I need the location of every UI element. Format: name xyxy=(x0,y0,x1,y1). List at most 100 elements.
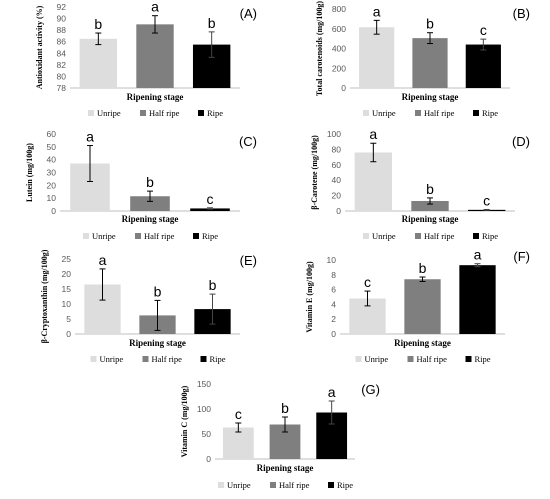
significance-letter: a xyxy=(373,3,381,19)
y-tick-label: 10 xyxy=(47,193,57,203)
x-axis-title: Ripening stage xyxy=(122,214,179,224)
legend-swatch xyxy=(88,110,94,116)
legend-swatch xyxy=(135,233,141,239)
panel-label: (G) xyxy=(361,382,380,397)
legend-label: Unripe xyxy=(365,354,389,364)
y-tick-label: 150 xyxy=(197,379,211,389)
legend-label: Unripe xyxy=(372,231,396,241)
y-tick-label: 0 xyxy=(336,206,341,216)
x-axis-title: Ripening stage xyxy=(394,338,451,348)
legend-swatch xyxy=(363,233,369,239)
y-tick-label: 10 xyxy=(62,299,72,309)
bar-half-ripe xyxy=(136,24,174,88)
y-tick-label: 80 xyxy=(332,144,342,154)
y-tick-label: 60 xyxy=(332,160,342,170)
legend-swatch xyxy=(363,110,369,116)
chart-panel-6: 0 50 100 150 c b a Vitamin C (mg/100g) Ripening … xyxy=(180,379,380,490)
significance-letter: c xyxy=(207,191,214,207)
significance-letter: c xyxy=(480,22,487,38)
legend-label: Ripe xyxy=(482,108,498,118)
legend-label: Half ripe xyxy=(144,231,175,241)
significance-letter: b xyxy=(94,16,102,32)
bar-half-ripe xyxy=(412,38,448,88)
legend-swatch xyxy=(473,233,479,239)
bar-unripe xyxy=(222,427,254,459)
y-tick-label: 20 xyxy=(47,180,57,190)
legend-swatch xyxy=(218,482,224,488)
significance-letter: a xyxy=(474,247,482,263)
y-tick-label: 5 xyxy=(66,314,71,324)
legend-label: Unripe xyxy=(227,480,251,490)
x-axis-title: Ripening stage xyxy=(402,214,459,224)
y-axis-title: Antioxidant activity (%) xyxy=(35,5,44,89)
y-tick-label: 100 xyxy=(197,404,211,414)
x-axis-title: Ripening stage xyxy=(129,338,186,348)
bar-unripe xyxy=(354,152,393,211)
y-tick-label: 2 xyxy=(331,314,336,324)
significance-letter: b xyxy=(426,16,434,32)
y-tick-label: 25 xyxy=(62,254,72,264)
legend-label: Ripe xyxy=(482,231,498,241)
y-tick-label: 10 xyxy=(327,255,337,265)
significance-letter: b xyxy=(419,260,427,276)
significance-letter: b xyxy=(208,15,216,31)
legend-swatch xyxy=(200,356,207,362)
y-axis-title: Vitamin E (mg/100g) xyxy=(305,261,314,333)
legend-label: Half ripe xyxy=(149,108,180,118)
y-tick-label: 60 xyxy=(47,129,57,139)
legend-swatch xyxy=(198,110,204,116)
y-tick-label: 15 xyxy=(62,284,72,294)
y-axis-title: Total carotenoids (mg/100g) xyxy=(315,1,324,96)
x-axis-title: Ripening stage xyxy=(402,92,459,102)
chart-panel-3: 0 20 40 60 80 100 a b c β-Carotene (mg/100g) Ripen… xyxy=(310,126,530,241)
legend-swatch xyxy=(193,233,199,239)
legend-swatch xyxy=(140,110,146,116)
y-tick-label: 100 xyxy=(327,129,341,139)
bar-ripe xyxy=(459,265,496,334)
legend-swatch xyxy=(328,482,334,488)
legend-label: Half ripe xyxy=(152,354,183,364)
legend-label: Unripe xyxy=(92,231,116,241)
legend-swatch xyxy=(407,356,414,362)
y-tick-label: 90 xyxy=(57,14,67,24)
y-tick-label: 800 xyxy=(332,4,346,14)
significance-letter: c xyxy=(483,192,490,208)
y-tick-label: 4 xyxy=(331,299,336,309)
significance-letter: b xyxy=(154,283,162,299)
legend-swatch xyxy=(142,356,149,362)
significance-letter: c xyxy=(235,406,242,422)
legend-label: Ripe xyxy=(207,108,223,118)
legend-swatch xyxy=(473,110,479,116)
legend-swatch xyxy=(90,356,97,362)
y-tick-label: 0 xyxy=(341,83,346,93)
y-axis-title: β-Cryptoxanthin (mg/100g) xyxy=(40,249,49,343)
y-tick-label: 88 xyxy=(57,25,67,35)
y-tick-label: 6 xyxy=(331,285,336,295)
y-tick-label: 20 xyxy=(62,269,72,279)
legend-label: Unripe xyxy=(372,108,396,118)
legend-label: Half ripe xyxy=(279,480,310,490)
bar-half-ripe xyxy=(404,279,441,334)
y-axis-title: Lutein (mg/100g) xyxy=(25,143,34,202)
legend-label: Unripe xyxy=(100,354,124,364)
y-tick-label: 78 xyxy=(57,83,67,93)
y-tick-label: 0 xyxy=(51,206,56,216)
y-tick-label: 400 xyxy=(332,44,346,54)
y-tick-label: 30 xyxy=(47,168,57,178)
chart-panel-1: 0 200 400 600 800 a b c Total carotenoids (mg/10… xyxy=(315,1,530,118)
bar-ripe xyxy=(465,44,501,88)
legend-label: Ripe xyxy=(475,354,491,364)
y-tick-label: 20 xyxy=(332,191,342,201)
y-tick-label: 0 xyxy=(206,454,211,464)
significance-letter: b xyxy=(281,400,289,416)
significance-letter: b xyxy=(146,174,154,190)
legend-label: Ripe xyxy=(337,480,353,490)
legend-label: Unripe xyxy=(97,108,121,118)
significance-letter: b xyxy=(426,181,434,197)
y-tick-label: 600 xyxy=(332,24,346,34)
x-axis-title: Ripening stage xyxy=(127,92,184,102)
bar-half-ripe xyxy=(411,200,449,211)
y-tick-label: 82 xyxy=(57,60,67,70)
